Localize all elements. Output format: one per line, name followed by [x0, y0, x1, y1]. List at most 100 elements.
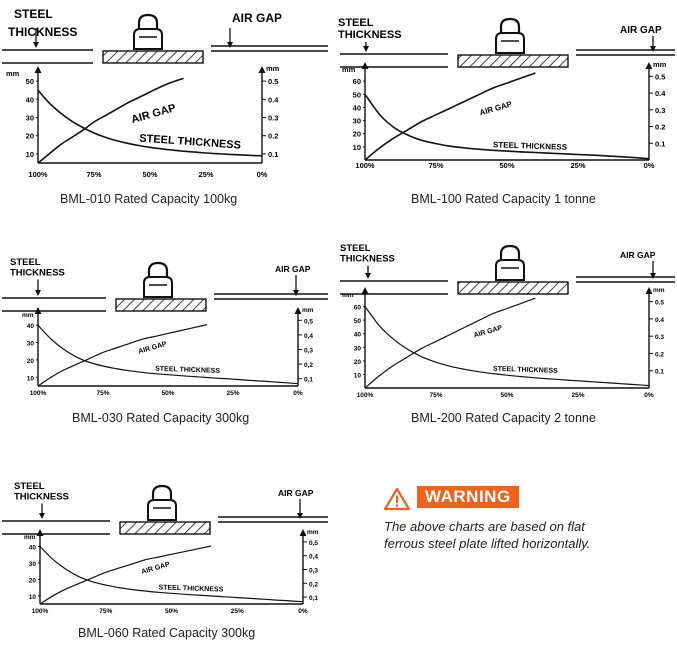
- chart-caption: BML-010 Rated Capacity 100kg: [60, 192, 238, 206]
- y-axis-left-head: [34, 307, 42, 314]
- air-gap-label: AIR GAP: [275, 264, 311, 274]
- y-tick-left: 50: [354, 318, 362, 325]
- y-tick-right: 0.3: [268, 114, 278, 123]
- x-tick: 25%: [198, 170, 213, 179]
- warning-text: The above charts are based on flat ferro…: [384, 519, 591, 551]
- chart-caption: BML-060 Rated Capacity 300kg: [78, 626, 256, 640]
- y-unit-right: mm: [653, 287, 665, 294]
- y-axis-right-head: [645, 287, 653, 294]
- y-tick-left: 30: [26, 114, 34, 123]
- y-tick-right: 0,5: [309, 540, 318, 547]
- y-tick-right: 0.4: [268, 95, 279, 104]
- y-axis-left-head: [34, 66, 42, 73]
- x-tick: 0%: [644, 392, 654, 399]
- steel-thickness-label: STEEL: [340, 243, 371, 254]
- y-tick-right: 0,3: [309, 568, 318, 575]
- y-tick-left: 10: [353, 143, 361, 152]
- y-tick-right: 0,1: [304, 377, 313, 384]
- y-tick-left: 10: [29, 594, 37, 601]
- x-tick: 100%: [355, 161, 375, 170]
- x-tick: 100%: [30, 390, 47, 397]
- steel-thickness-curve-label: STEEL THICKNESS: [155, 366, 220, 375]
- y-tick-right: 0.2: [268, 132, 278, 141]
- steel-thickness-curve-label: STEEL THICKNESS: [158, 584, 223, 593]
- x-tick: 0%: [293, 390, 303, 397]
- y-axis-right-head: [645, 62, 653, 69]
- y-tick-left: 10: [26, 150, 34, 159]
- steel-thickness-label: STEEL: [14, 481, 45, 492]
- steel-plate: [115, 298, 207, 312]
- y-axis-right-head: [258, 66, 266, 73]
- y-tick-left: 10: [27, 375, 35, 382]
- steel-thickness-curve: [37, 89, 263, 157]
- x-tick: 50%: [499, 161, 514, 170]
- y-tick-right: 0,4: [304, 333, 313, 340]
- air-gap-label: AIR GAP: [232, 11, 282, 25]
- y-tick-right: 0,2: [309, 581, 318, 588]
- chart-panel-bml-030: STEEL THICKNESS AIR GAP mm mm 10 20 30 40 0,1 0,2 0…: [0, 255, 330, 435]
- y-axis-left-head: [361, 62, 369, 69]
- y-tick-right: 0.4: [655, 89, 666, 98]
- lifting-magnet-icon: [495, 244, 525, 281]
- air-gap-curve-label: AIR GAP: [478, 99, 513, 117]
- magnet-handle: [137, 13, 159, 31]
- steel-arrow-head: [39, 513, 45, 519]
- y-tick-left: 60: [353, 77, 361, 86]
- air-gap-arrow-head: [293, 290, 299, 296]
- y-tick-right: 0.3: [655, 334, 664, 341]
- y-tick-left: 40: [354, 332, 362, 339]
- x-tick: 0%: [298, 608, 308, 615]
- y-tick-right: 0,3: [304, 348, 313, 355]
- y-axis-left-head: [361, 287, 369, 294]
- air-gap-curve: [364, 72, 536, 161]
- chart-panel-bml-060: STEEL THICKNESS AIR GAP mm mm 10 20 30 40 0,1 0,2 0…: [0, 480, 330, 648]
- y-tick-left: 40: [27, 323, 35, 330]
- y-unit-left: mm: [342, 65, 356, 74]
- y-tick-right: 0.2: [655, 123, 665, 132]
- air-gap-arrow-head: [227, 42, 233, 48]
- steel-arrow-head: [35, 290, 41, 296]
- y-tick-left: 30: [27, 341, 35, 348]
- x-tick: 50%: [165, 608, 178, 615]
- steel-thickness-curve: [39, 546, 304, 603]
- air-gap-label: AIR GAP: [278, 488, 314, 498]
- y-tick-left: 40: [26, 95, 34, 104]
- x-tick: 0%: [257, 170, 268, 179]
- air-gap-label: AIR GAP: [620, 250, 656, 260]
- air-gap-curve-label: AIR GAP: [130, 102, 177, 126]
- steel-thickness-label: STEEL: [14, 7, 53, 21]
- lifting-magnet-icon: [495, 17, 525, 54]
- x-tick: 100%: [28, 170, 48, 179]
- chart-panel-bml-200: STEEL THICKNESS AIR GAP mm mm 10 20 30 40 50 60 0.1…: [338, 243, 677, 435]
- y-unit-left: mm: [22, 312, 34, 319]
- y-unit-right: mm: [307, 529, 319, 536]
- y-tick-left: 40: [353, 103, 361, 112]
- x-tick: 75%: [428, 161, 443, 170]
- magnet-body: [495, 32, 525, 54]
- y-tick-left: 20: [354, 359, 362, 366]
- steel-thickness-label: STEEL: [338, 17, 374, 29]
- air-gap-curve: [37, 324, 208, 387]
- air-gap-arrow-head: [650, 46, 656, 52]
- steel-arrow-head: [363, 46, 369, 52]
- y-tick-left: 20: [29, 577, 37, 584]
- x-tick: 75%: [96, 390, 109, 397]
- y-tick-left: 30: [353, 117, 361, 126]
- magnet-body: [495, 259, 525, 281]
- air-gap-curve-label: AIR GAP: [138, 341, 168, 356]
- y-tick-right: 0,2: [304, 362, 313, 369]
- steel-thickness-label: THICKNESS: [8, 25, 77, 39]
- warning-triangle-icon: [384, 487, 410, 511]
- air-gap-curve-label: AIR GAP: [141, 561, 171, 576]
- steel-plate: [119, 521, 211, 535]
- chart-caption: BML-100 Rated Capacity 1 tonne: [411, 192, 596, 206]
- steel-thickness-curve-label: STEEL THICKNESS: [139, 133, 241, 152]
- x-tick: 75%: [99, 608, 112, 615]
- steel-thickness-label: THICKNESS: [14, 492, 69, 503]
- x-tick: 100%: [357, 392, 374, 399]
- y-tick-left: 20: [353, 130, 361, 139]
